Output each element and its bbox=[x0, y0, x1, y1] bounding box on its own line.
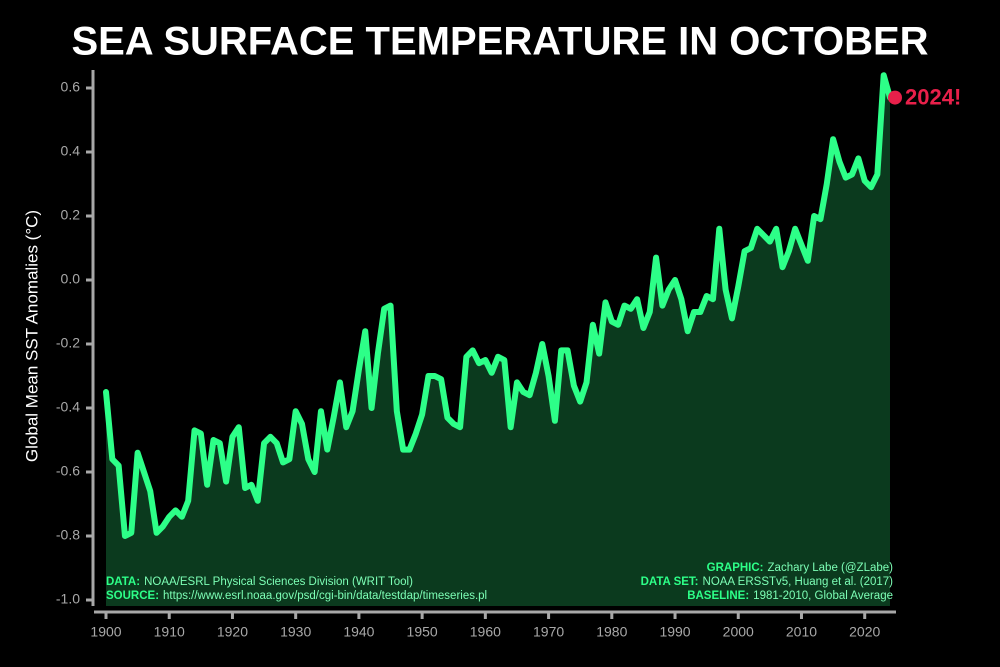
x-tick-label: 1920 bbox=[217, 624, 248, 640]
y-tick-label: 0.4 bbox=[61, 143, 81, 159]
y-tick-label: 0.0 bbox=[61, 271, 81, 287]
x-tick-label: 1970 bbox=[533, 624, 564, 640]
x-tick-label: 1960 bbox=[470, 624, 501, 640]
y-axis-label: Global Mean SST Anomalies (°C) bbox=[22, 210, 41, 462]
y-tick-label: -0.4 bbox=[56, 399, 80, 415]
footer-label: SOURCE: bbox=[106, 590, 159, 602]
footer-label: DATA: bbox=[106, 576, 140, 588]
footer-label: GRAPHIC: bbox=[707, 562, 764, 574]
area-fill bbox=[106, 75, 890, 606]
footer-text: NOAA ERSSTv5, Huang et al. (2017) bbox=[703, 576, 894, 588]
y-tick-label: 0.6 bbox=[61, 79, 81, 95]
x-tick-label: 1980 bbox=[596, 624, 627, 640]
x-tick-label: 1910 bbox=[154, 624, 185, 640]
footer-text: NOAA/ESRL Physical Sciences Division (WR… bbox=[144, 576, 413, 588]
highlight-point bbox=[888, 90, 902, 105]
x-tick-label: 2000 bbox=[723, 624, 754, 640]
x-tick-label: 2020 bbox=[849, 624, 880, 640]
footer-note: DATA SET: NOAA ERSSTv5, Huang et al. (201… bbox=[641, 576, 894, 588]
y-tick-label: -1.0 bbox=[56, 591, 80, 607]
footer-note: SOURCE: https://www.esrl.noaa.gov/psd/cgi… bbox=[106, 590, 487, 602]
plot-area bbox=[103, 72, 902, 606]
footer-label: DATA SET: bbox=[641, 576, 699, 588]
annotation: 2024! bbox=[905, 84, 961, 109]
footer-text: 1981-2010, Global Average bbox=[753, 590, 893, 602]
y-tick-label: -0.6 bbox=[56, 463, 80, 479]
x-tick-label: 1940 bbox=[343, 624, 374, 640]
x-tick-label: 2010 bbox=[786, 624, 817, 640]
footer-note: BASELINE: 1981-2010, Global Average bbox=[687, 590, 893, 602]
footer-note: GRAPHIC: Zachary Labe (@ZLabe) bbox=[707, 562, 894, 574]
x-tick-label: 1900 bbox=[90, 624, 121, 640]
y-tick-label: 0.2 bbox=[61, 207, 81, 223]
footer-text: Zachary Labe (@ZLabe) bbox=[768, 562, 894, 574]
chart-title: SEA SURFACE TEMPERATURE IN OCTOBER bbox=[71, 20, 928, 64]
footer-label: BASELINE: bbox=[687, 590, 749, 602]
line bbox=[103, 72, 893, 539]
x-tick-label: 1990 bbox=[659, 624, 690, 640]
y-tick-label: -0.8 bbox=[56, 527, 80, 543]
footer-text: https://www.esrl.noaa.gov/psd/cgi-bin/da… bbox=[163, 590, 487, 602]
y-tick-label: -0.2 bbox=[56, 335, 80, 351]
footer-note: DATA: NOAA/ESRL Physical Sciences Divisio… bbox=[106, 576, 413, 588]
x-tick-label: 1930 bbox=[280, 624, 311, 640]
x-tick-label: 1950 bbox=[407, 624, 438, 640]
